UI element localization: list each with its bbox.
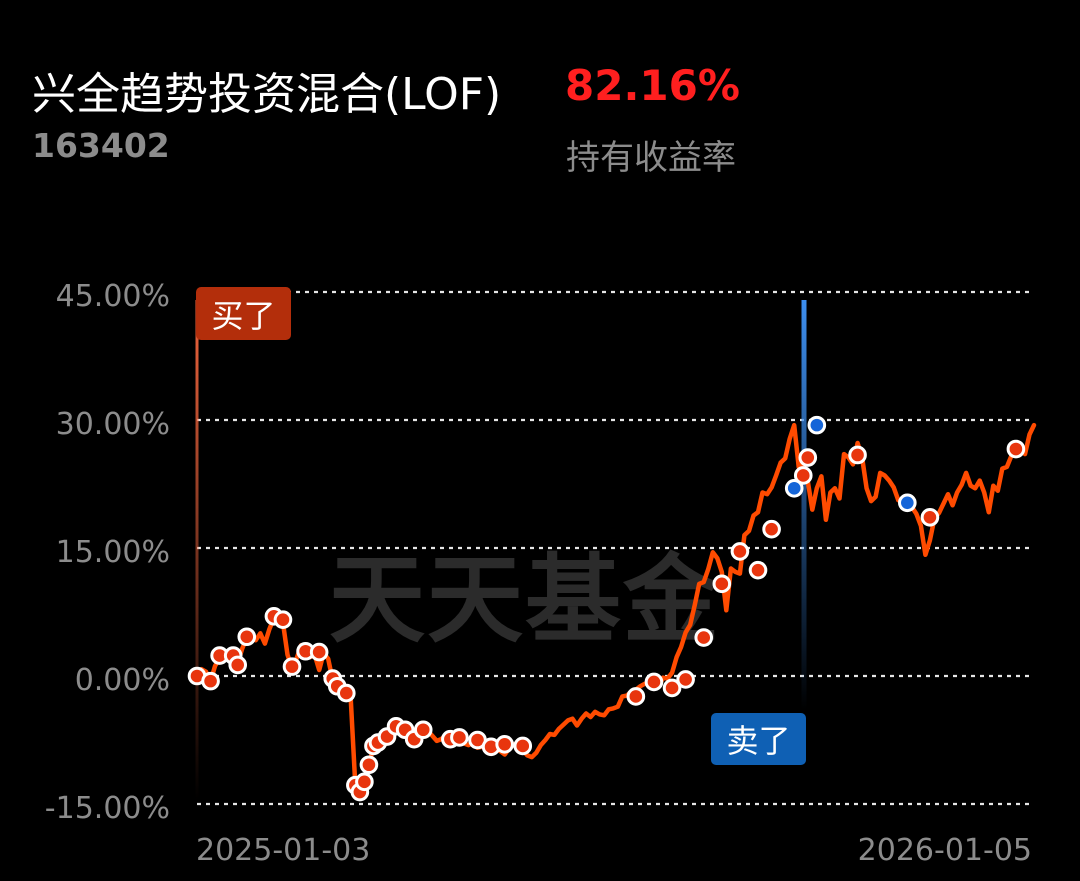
buy-marker[interactable] — [762, 519, 781, 539]
buy-marker[interactable] — [282, 657, 302, 676]
sell-marker[interactable] — [784, 478, 804, 498]
x-start-label: 2025-01-03 — [196, 833, 370, 868]
x-end-label: 2026-01-05 — [858, 833, 1032, 868]
buy-marker[interactable] — [450, 728, 469, 747]
y-tick-label: 0.00% — [75, 663, 170, 698]
buy-marker[interactable] — [1006, 439, 1026, 459]
holding-return-value: 82.16% — [565, 61, 740, 110]
sell-event-line — [801, 300, 807, 710]
buy-marker[interactable] — [513, 736, 533, 756]
sell-event-label: 卖了 — [726, 722, 790, 760]
buy-event-label: 买了 — [211, 297, 275, 335]
buy-marker[interactable] — [848, 445, 867, 465]
sell-marker[interactable] — [898, 493, 917, 513]
buy-marker[interactable] — [644, 672, 664, 692]
buy-marker[interactable] — [309, 642, 329, 662]
buy-marker[interactable] — [798, 448, 818, 467]
holding-return-label: 持有收益率 — [566, 138, 736, 178]
buy-marker[interactable] — [495, 734, 514, 754]
buy-marker[interactable] — [793, 466, 813, 485]
fund-name: 兴全趋势投资混合(LOF) — [32, 69, 502, 120]
buy-marker[interactable] — [730, 542, 750, 561]
buy-marker[interactable] — [237, 627, 257, 647]
buy-marker[interactable] — [201, 671, 220, 691]
y-tick-label: 45.00% — [56, 279, 170, 314]
buy-event-line — [195, 300, 199, 800]
y-tick-label: 15.00% — [56, 535, 170, 570]
fund-code: 163402 — [32, 126, 170, 165]
buy-marker[interactable] — [748, 560, 768, 580]
y-tick-label: 30.00% — [56, 407, 170, 442]
buy-marker[interactable] — [228, 655, 248, 675]
buy-marker[interactable] — [359, 755, 379, 775]
buy-marker[interactable] — [355, 772, 374, 792]
buy-marker[interactable] — [694, 628, 714, 647]
buy-marker[interactable] — [273, 610, 293, 629]
buy-marker[interactable] — [920, 507, 940, 527]
y-tick-label: -15.00% — [45, 791, 170, 826]
buy-marker[interactable] — [413, 720, 433, 740]
buy-marker[interactable] — [337, 683, 356, 703]
buy-marker[interactable] — [662, 678, 682, 698]
buy-marker[interactable] — [676, 670, 695, 689]
buy-marker[interactable] — [712, 574, 732, 594]
buy-marker[interactable] — [626, 687, 646, 706]
sell-event-tag[interactable] — [711, 713, 806, 765]
sell-marker[interactable] — [807, 415, 827, 435]
watermark-text: 天天基金 — [329, 544, 721, 656]
buy-event-tag[interactable] — [196, 287, 291, 340]
